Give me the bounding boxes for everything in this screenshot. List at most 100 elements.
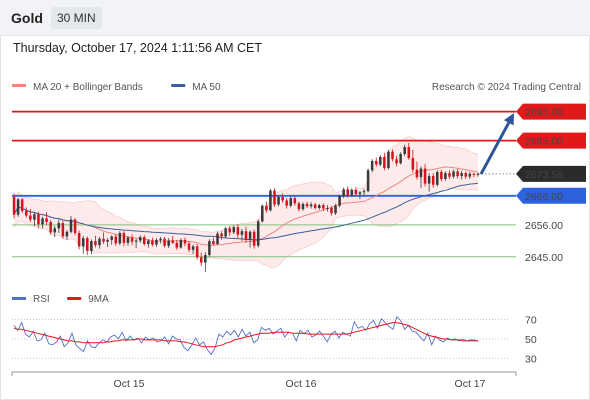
candle-body: [65, 231, 69, 237]
candle-body: [350, 190, 354, 196]
candle-body: [220, 233, 223, 237]
candle: [350, 188, 354, 197]
candle: [273, 188, 276, 207]
candle-body: [423, 168, 427, 184]
candle-body: [175, 242, 179, 248]
candle: [228, 226, 231, 236]
rsi-legend-label-1: 9MA: [88, 294, 109, 305]
candle-body: [57, 223, 61, 229]
candle-body: [155, 239, 158, 245]
candle: [12, 193, 16, 219]
candle-body: [301, 203, 305, 210]
candle-body: [159, 238, 162, 240]
candle-body: [142, 237, 146, 244]
candle-body: [37, 214, 40, 225]
candle-body: [77, 232, 81, 247]
candle: [448, 170, 451, 179]
candle: [45, 212, 48, 225]
candle: [138, 235, 142, 243]
candle-body: [195, 246, 199, 258]
candle: [159, 237, 162, 244]
candles-layer: [12, 142, 480, 272]
candle-body: [460, 173, 463, 177]
level-label-2685.00: 2685.00: [525, 136, 563, 148]
time-axis: Oct 15 Oct 16 Oct 17: [11, 371, 517, 390]
candle-body: [138, 237, 142, 241]
candle: [460, 170, 463, 180]
candle: [163, 237, 166, 248]
candle-body: [358, 192, 362, 195]
candle-body: [45, 218, 48, 222]
candle: [289, 196, 293, 208]
candle: [379, 155, 382, 167]
candle: [476, 172, 480, 177]
candle: [403, 144, 406, 157]
candle-body: [12, 196, 16, 215]
candle: [444, 171, 447, 181]
candle-body: [212, 241, 215, 244]
candle: [468, 172, 472, 179]
timeframe-badge[interactable]: 30 MIN: [51, 7, 102, 29]
candle-body: [228, 228, 231, 233]
candle: [187, 241, 191, 253]
rsi-legend-swatch-1: [67, 297, 82, 300]
projection-layer: [479, 113, 514, 175]
x-tick-label-0: Oct 15: [114, 378, 145, 390]
candle: [24, 207, 28, 218]
candle-body: [224, 228, 227, 237]
candle-body: [110, 236, 113, 240]
candle-body: [61, 223, 65, 237]
candle: [269, 188, 272, 212]
candle: [277, 195, 280, 207]
candle-body: [69, 219, 73, 232]
candle-body: [126, 237, 130, 243]
candle-body: [285, 200, 288, 206]
candle-body: [179, 239, 183, 248]
candle-body: [309, 204, 313, 207]
candle-body: [407, 147, 411, 159]
candle: [90, 239, 93, 255]
level-tag-2695.00: [516, 103, 586, 120]
candle: [236, 224, 240, 239]
candle: [73, 217, 77, 236]
candle: [317, 203, 321, 210]
candle: [309, 202, 313, 209]
candle-body: [261, 205, 264, 222]
candle-body: [236, 227, 240, 235]
candle-body: [151, 240, 154, 245]
candle-body: [374, 160, 378, 165]
candle-body: [338, 196, 341, 206]
candle-body: [305, 203, 309, 207]
candle-body: [183, 239, 187, 244]
candle: [216, 231, 219, 246]
candle-body: [102, 238, 105, 242]
candle: [147, 239, 150, 248]
candle-body: [387, 151, 390, 168]
candle: [338, 194, 341, 208]
candle: [358, 191, 362, 200]
candle: [456, 169, 459, 179]
candle: [297, 201, 301, 212]
candle: [53, 226, 56, 238]
candle: [204, 252, 207, 272]
candle-body: [436, 172, 439, 185]
candle: [423, 163, 427, 187]
candle-body: [289, 198, 293, 206]
candle: [256, 219, 260, 248]
candle-body: [73, 219, 77, 233]
candle-body: [94, 241, 97, 246]
candle-body: [53, 228, 56, 233]
candle: [16, 198, 20, 217]
candle: [301, 202, 305, 211]
candle-body: [326, 208, 329, 209]
candle-body: [440, 172, 443, 179]
candle: [224, 227, 227, 239]
rsi-series-9MA: [13, 322, 479, 348]
candle: [151, 237, 154, 247]
candle-body: [256, 221, 260, 246]
candle: [407, 142, 411, 160]
candle-body: [265, 205, 268, 211]
candle-body: [452, 171, 455, 177]
candle: [261, 204, 264, 223]
candle: [179, 238, 183, 249]
